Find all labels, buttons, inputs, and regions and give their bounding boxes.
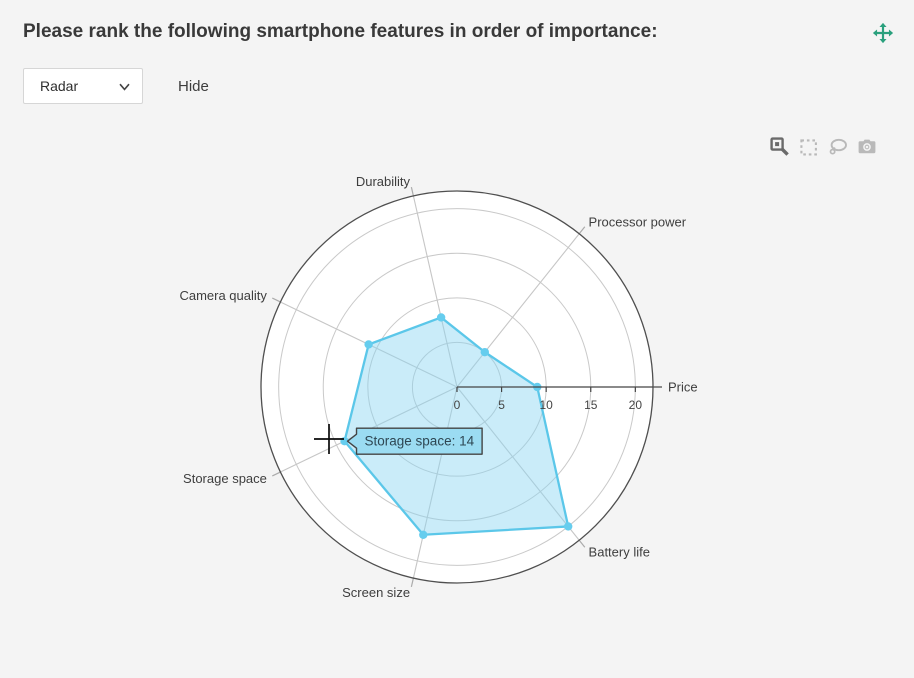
angular-tick — [272, 471, 281, 477]
axis-category-label: Storage space — [183, 471, 267, 486]
angular-gridline — [412, 195, 458, 388]
axis-category-label: Camera quality — [179, 288, 267, 303]
axis-category-label: Processor power — [589, 215, 687, 230]
chevron-down-icon — [119, 78, 130, 94]
angular-gridline — [456, 233, 580, 388]
camera-icon[interactable] — [857, 137, 877, 157]
angular-gridline — [412, 386, 458, 579]
question-header: Please rank the following smartphone fea… — [23, 21, 894, 49]
lasso-select-icon[interactable] — [828, 137, 848, 157]
axis-category-label: Durability — [356, 174, 411, 189]
crosshair-cursor — [314, 424, 344, 454]
angular-tick — [410, 577, 414, 587]
chart-toolbar — [770, 137, 877, 157]
chart-type-select[interactable]: Radar — [23, 68, 143, 104]
chart-type-value: Radar — [40, 78, 79, 94]
chart-controls: Radar Hide — [23, 68, 209, 104]
radial-tick-label: 15 — [584, 398, 598, 412]
question-title: Please rank the following smartphone fea… — [23, 21, 658, 42]
data-point-marker[interactable] — [436, 313, 446, 322]
data-point-marker[interactable] — [563, 522, 573, 531]
radial-tick-label: 10 — [539, 398, 553, 412]
hover-tooltip-box — [346, 427, 483, 455]
axis-category-label: Screen size — [342, 585, 410, 600]
axis-category-label: Price — [668, 380, 698, 395]
move-icon[interactable] — [872, 22, 894, 49]
angular-tick — [410, 187, 414, 197]
data-point-marker[interactable] — [364, 340, 373, 349]
hover-tooltip-text: Storage space: 14 — [365, 434, 475, 449]
box-select-icon[interactable] — [799, 137, 819, 157]
angular-tick — [272, 297, 281, 303]
zoom-icon[interactable] — [770, 137, 790, 157]
radial-tick-label: 0 — [454, 398, 461, 412]
radar-series[interactable] — [343, 316, 570, 536]
data-point-marker[interactable] — [419, 530, 428, 539]
angular-tick — [578, 539, 586, 548]
radial-tick-label: 5 — [498, 398, 505, 412]
angular-tick — [578, 226, 586, 235]
data-point-marker[interactable] — [480, 347, 489, 357]
hide-link[interactable]: Hide — [178, 77, 209, 95]
radial-tick-label: 20 — [629, 398, 643, 412]
angular-gridline — [456, 386, 580, 541]
hover-tooltip: Storage space: 14 — [346, 427, 483, 455]
axis-category-label: Battery life — [589, 544, 650, 559]
